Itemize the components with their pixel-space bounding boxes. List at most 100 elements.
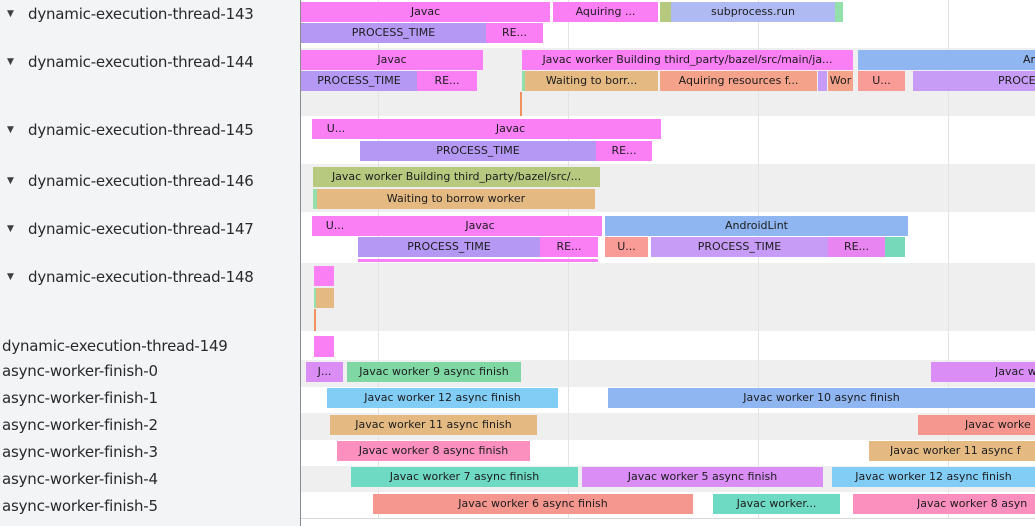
track-row-async-worker-finish-1[interactable]: async-worker-finish-1 <box>0 388 300 408</box>
timeline-slice[interactable]: Aquiring resources f... <box>660 71 817 91</box>
timeline-slice[interactable]: Javac worker 5 async finish <box>582 467 823 487</box>
timeline-slice[interactable]: U... <box>312 216 358 236</box>
track-row-dynamic-execution-thread-146[interactable]: ▼ dynamic-execution-thread-146 <box>0 171 300 191</box>
timeline-slice[interactable]: Javac worker 9 async finish <box>347 362 521 382</box>
timeline-slice[interactable] <box>835 2 843 22</box>
timeline-slice[interactable]: U... <box>312 119 360 139</box>
timeline-slice[interactable] <box>885 237 905 257</box>
track-row-async-worker-finish-4[interactable]: async-worker-finish-4 <box>0 469 300 489</box>
timeline-slice[interactable]: Javac worker 7 async finish <box>351 467 578 487</box>
slice-label: Javac worker 12 async finish <box>855 470 1012 483</box>
timeline-slice[interactable]: Javac worker 12 async finish <box>832 467 1035 487</box>
track-row-async-worker-finish-3[interactable]: async-worker-finish-3 <box>0 442 300 462</box>
instant-event-marker[interactable] <box>314 309 316 331</box>
timeline-slice[interactable] <box>314 336 334 357</box>
timeline-slice[interactable]: PROCESS_TIME <box>301 71 417 91</box>
timeline-slice[interactable]: RE... <box>417 71 477 91</box>
timeline-slice[interactable]: Javac worker 8 async finish <box>337 441 530 461</box>
track-row-dynamic-execution-thread-148[interactable]: ▼ dynamic-execution-thread-148 <box>0 267 300 287</box>
timeline-slice[interactable]: PROCESS_TIME <box>358 237 540 257</box>
timeline-slice[interactable]: Javac <box>301 50 483 70</box>
timeline-slice[interactable] <box>522 71 525 91</box>
slice-label: PROCESS_TIME <box>436 144 520 157</box>
timeline-slice[interactable]: PROCESS_TIME <box>360 141 596 161</box>
instant-event-marker[interactable] <box>520 92 522 116</box>
timeline-slice[interactable]: Waiting to borr... <box>525 71 658 91</box>
timeline-slice[interactable]: Javac worker 12 async finish <box>327 388 558 408</box>
slice-label: U... <box>872 74 891 87</box>
timeline-slice[interactable]: Aquiring ... <box>553 2 658 22</box>
timeline-slice[interactable]: Javac worker Building third_party/bazel/… <box>522 50 853 70</box>
track-label: async-worker-finish-4 <box>2 470 158 488</box>
slice-label: Aquiring resources f... <box>678 74 799 87</box>
timeline-slice[interactable]: Wor <box>828 71 853 91</box>
timeline-slice[interactable]: U... <box>858 71 905 91</box>
timeline-slice[interactable]: J... <box>306 362 343 382</box>
timeline-slice[interactable]: Javac worker 8 asyn <box>853 494 1035 514</box>
track-label: dynamic-execution-thread-145 <box>28 121 254 139</box>
track-row-dynamic-execution-thread-144[interactable]: ▼ dynamic-execution-thread-144 <box>0 52 300 72</box>
track-row-dynamic-execution-thread-149[interactable]: dynamic-execution-thread-149 <box>0 336 300 356</box>
slice-label: Javac <box>495 122 526 135</box>
timeline-slice[interactable]: RE... <box>596 141 652 161</box>
slice-label: RE... <box>611 144 637 157</box>
track-background-band <box>301 263 1035 331</box>
timeline-slice[interactable]: RE... <box>540 237 598 257</box>
timeline-slice[interactable]: U... <box>605 237 648 257</box>
timeline-slice[interactable]: Javac worke <box>918 415 1035 435</box>
track-row-dynamic-execution-thread-145[interactable]: ▼ dynamic-execution-thread-145 <box>0 120 300 140</box>
timeline-slice[interactable] <box>313 189 317 209</box>
timeline-slice[interactable]: Javac worker 6 async finish <box>373 494 693 514</box>
timeline-slice[interactable]: Javac <box>358 216 602 236</box>
timeline-slice[interactable]: RE... <box>486 23 543 43</box>
timeline-slice[interactable] <box>818 71 827 91</box>
timeline-slice[interactable] <box>316 288 334 308</box>
timeline-slice[interactable]: PROCESS_TIME <box>301 23 486 43</box>
timeline-slice[interactable]: Javac worker Building third_party/bazel/… <box>313 167 600 187</box>
timeline-slice[interactable]: AndroidLint <box>858 50 1035 70</box>
timeline-slice[interactable]: AndroidLint <box>605 216 908 236</box>
collapse-triangle-icon[interactable]: ▼ <box>7 125 14 135</box>
track-label: async-worker-finish-2 <box>2 416 158 434</box>
track-divider-line <box>301 518 1035 519</box>
track-row-async-worker-finish-2[interactable]: async-worker-finish-2 <box>0 415 300 435</box>
slice-label: Javac worker 9 async finish <box>359 365 509 378</box>
timeline-slice[interactable] <box>660 2 671 22</box>
thin-slice-strip[interactable] <box>358 259 598 262</box>
slice-label: Javac <box>377 53 407 66</box>
track-row-async-worker-finish-5[interactable]: async-worker-finish-5 <box>0 496 300 516</box>
timeline-slice[interactable]: Javac w <box>931 362 1035 382</box>
collapse-triangle-icon[interactable]: ▼ <box>7 224 14 234</box>
slice-label: Javac worker 10 async finish <box>743 391 900 404</box>
track-row-async-worker-finish-0[interactable]: async-worker-finish-0 <box>0 361 300 381</box>
collapse-triangle-icon[interactable]: ▼ <box>7 57 14 67</box>
track-label: dynamic-execution-thread-146 <box>28 172 254 190</box>
timeline-slice[interactable] <box>314 266 334 286</box>
track-row-dynamic-execution-thread-147[interactable]: ▼ dynamic-execution-thread-147 <box>0 219 300 239</box>
timeline-slice[interactable]: PROCESS_TIME <box>913 71 1035 91</box>
timeline-slice[interactable]: Javac worker 11 async finish <box>330 415 537 435</box>
track-label: async-worker-finish-3 <box>2 443 158 461</box>
timeline-slice[interactable]: subprocess.run <box>671 2 835 22</box>
slice-label: Javac worke <box>965 418 1031 431</box>
slice-label: U... <box>325 219 345 232</box>
timeline-slice[interactable]: Javac <box>360 119 661 139</box>
slice-label: RE... <box>501 26 528 39</box>
timeline-slice[interactable]: Javac worker 10 async finish <box>608 388 1035 408</box>
timeline-slice[interactable]: Javac worker 11 async f <box>869 441 1035 461</box>
track-row-dynamic-execution-thread-143[interactable]: ▼ dynamic-execution-thread-143 <box>0 4 300 24</box>
track-label: dynamic-execution-thread-148 <box>28 268 254 286</box>
collapse-triangle-icon[interactable]: ▼ <box>7 9 14 19</box>
timeline-slice[interactable]: Waiting to borrow worker <box>317 189 595 209</box>
timeline-slice[interactable]: Javac <box>301 2 550 22</box>
timeline-slice[interactable]: PROCESS_TIME <box>651 237 828 257</box>
timeline-slice[interactable] <box>314 288 316 308</box>
timeline-slice[interactable]: Javac worker... <box>713 494 840 514</box>
slice-label: Javac <box>410 5 441 18</box>
collapse-triangle-icon[interactable]: ▼ <box>7 176 14 186</box>
track-name-sidebar: ▼ dynamic-execution-thread-143 ▼ dynamic-ex… <box>0 0 301 526</box>
timeline-slice[interactable]: RE... <box>828 237 885 257</box>
collapse-triangle-icon[interactable]: ▼ <box>7 272 14 282</box>
slice-label: RE... <box>556 240 582 253</box>
